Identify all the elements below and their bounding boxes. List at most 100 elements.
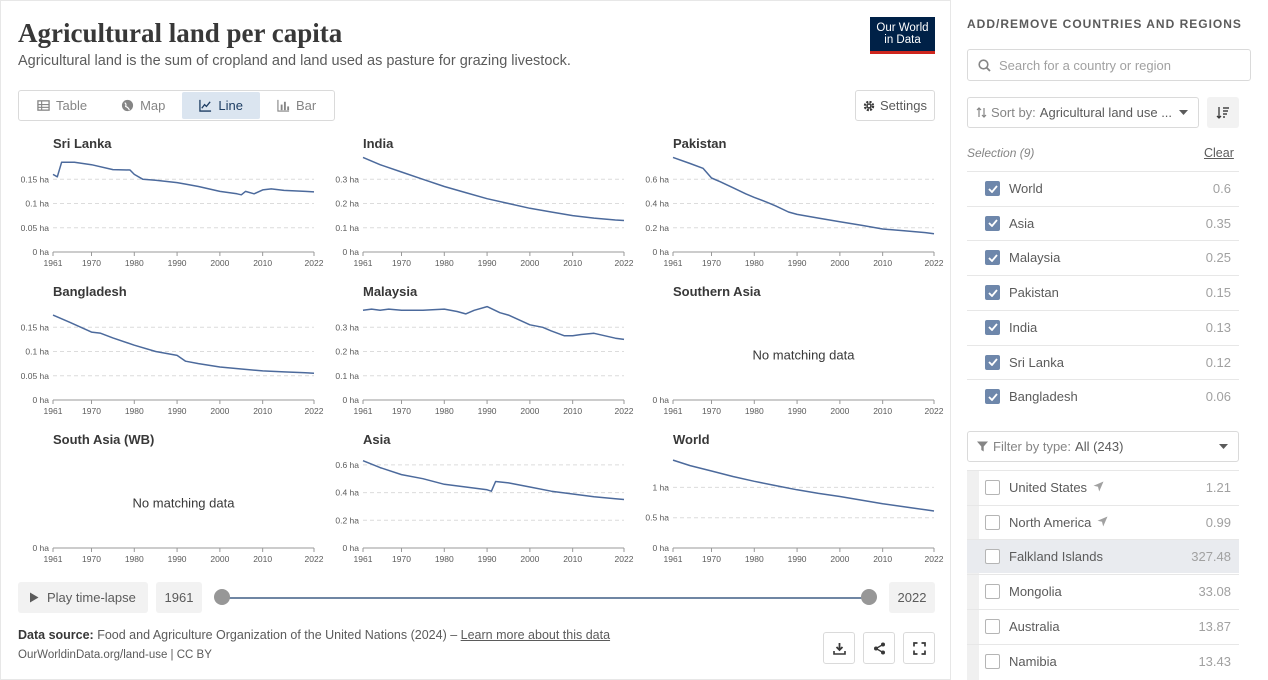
checkbox[interactable] (985, 354, 1000, 370)
selected-item[interactable]: Bangladesh 0.06 (967, 379, 1239, 413)
checkbox[interactable] (985, 285, 1000, 301)
x-tick-label: 1970 (392, 554, 411, 564)
timeline-end-handle[interactable] (861, 589, 877, 605)
search-input[interactable] (999, 57, 1239, 73)
download-button[interactable] (823, 632, 855, 664)
y-tick-label: 0.05 ha (21, 223, 50, 233)
item-name-text: Bangladesh (1009, 389, 1078, 405)
selected-item[interactable]: Asia 0.35 (967, 205, 1239, 240)
x-tick-label: 2000 (520, 406, 539, 416)
x-tick-label: 2022 (305, 258, 324, 268)
checkbox[interactable] (985, 389, 1000, 405)
x-tick-label: 2010 (253, 554, 272, 564)
play-label: Play time-lapse (47, 590, 136, 605)
x-tick-label: 1961 (354, 406, 373, 416)
x-tick-label: 2000 (520, 554, 539, 564)
x-tick-label: 2010 (873, 554, 892, 564)
selection-count: Selection (9) (967, 146, 1035, 160)
x-tick-label: 1990 (788, 406, 807, 416)
timeline-start-handle[interactable] (214, 589, 230, 605)
fullscreen-icon (912, 641, 926, 655)
tab-line-label: Line (218, 98, 243, 113)
series-line (672, 459, 935, 512)
end-year-box[interactable]: 2022 (889, 582, 935, 613)
available-item[interactable]: Australia 13.87 (967, 608, 1239, 643)
x-tick-label: 1980 (745, 406, 764, 416)
y-tick-label: 0 ha (342, 395, 359, 405)
x-tick-label: 1980 (435, 258, 454, 268)
selected-item[interactable]: Pakistan 0.15 (967, 275, 1239, 309)
selected-item[interactable]: India 0.13 (967, 309, 1239, 344)
tab-line[interactable]: Line (182, 92, 260, 119)
y-tick-label: 0 ha (342, 543, 359, 553)
sort-direction-button[interactable] (1207, 97, 1239, 128)
series-line (362, 305, 625, 341)
owid-logo[interactable]: Our World in Data (870, 17, 935, 54)
tab-table[interactable]: Table (20, 92, 104, 119)
checkbox[interactable] (985, 181, 1000, 196)
search-box[interactable] (967, 49, 1251, 81)
fullscreen-button[interactable] (903, 632, 935, 664)
item-name: Pakistan (1009, 285, 1206, 300)
check-icon (987, 219, 998, 228)
checkbox[interactable] (985, 549, 1000, 565)
checkbox[interactable] (985, 250, 1000, 266)
item-value: 33.08 (1198, 584, 1231, 600)
x-tick-label: 1961 (44, 258, 63, 268)
sort-descending-icon (1216, 107, 1229, 119)
available-item[interactable]: United States 1.21 (967, 470, 1239, 504)
url-license[interactable]: OurWorldinData.org/land-use | CC BY (18, 649, 212, 661)
selected-item[interactable]: Sri Lanka 0.12 (967, 344, 1239, 379)
x-tick-label: 1970 (702, 406, 721, 416)
checkbox[interactable] (985, 215, 1000, 231)
y-tick-label: 0 ha (652, 543, 669, 553)
series-line (362, 460, 625, 501)
clear-button[interactable]: Clear (1204, 146, 1234, 160)
available-item[interactable]: North America 0.99 (967, 504, 1239, 539)
x-tick-label: 2022 (925, 406, 944, 416)
chart-title: Asia (363, 432, 391, 447)
timeline-track[interactable] (222, 597, 869, 599)
no-data-message: No matching data (133, 496, 236, 511)
page-subtitle: Agricultural land is the sum of cropland… (18, 53, 571, 69)
check-icon (987, 393, 998, 401)
tab-map[interactable]: Map (104, 92, 182, 119)
filter-dropdown[interactable]: Filter by type: All (243) (967, 431, 1239, 462)
checkbox[interactable] (985, 584, 1000, 600)
x-tick-label: 1961 (354, 554, 373, 564)
tab-table-label: Table (56, 98, 88, 113)
logo-line-2: in Data (884, 34, 921, 46)
chart-0: Sri Lanka 0 ha 0.05 ha 0.1 ha 0.15 ha 1961 197… (21, 136, 324, 268)
checkbox[interactable] (985, 653, 1000, 669)
y-tick-label: 0.6 ha (335, 460, 359, 470)
checkbox[interactable] (985, 480, 1000, 495)
item-value: 0.06 (1205, 389, 1231, 405)
x-tick-label: 1970 (392, 258, 411, 268)
available-item[interactable]: Namibia 13.43 (967, 643, 1239, 678)
settings-label: Settings (880, 98, 927, 113)
play-timelapse-button[interactable]: Play time-lapse (18, 582, 148, 613)
item-name-text: India (1009, 319, 1038, 335)
selected-item[interactable]: World 0.6 (967, 171, 1239, 205)
share-button[interactable] (863, 632, 895, 664)
checkbox[interactable] (985, 514, 1000, 530)
item-name-text: Mongolia (1009, 584, 1062, 600)
available-item[interactable]: Mongolia 33.08 (967, 574, 1239, 608)
y-tick-label: 0 ha (342, 247, 359, 257)
y-tick-label: 0.1 ha (335, 371, 359, 381)
checkbox[interactable] (985, 618, 1000, 634)
globe-icon (122, 99, 134, 112)
settings-button[interactable]: Settings (855, 90, 935, 121)
chart-7: Asia 0 ha 0.2 ha 0.4 ha 0.6 ha 1961 1970 1980 19… (335, 432, 633, 564)
tab-bar-label: Bar (295, 98, 317, 113)
sort-dropdown[interactable]: Sort by: Agricultural land use ... (967, 97, 1199, 128)
tab-bar[interactable]: Bar (260, 92, 333, 119)
start-year-box[interactable]: 1961 (156, 582, 202, 613)
checkbox[interactable] (985, 319, 1000, 335)
learn-more-link[interactable]: Learn more about this data (460, 628, 611, 642)
available-item[interactable]: Falkland Islands 327.48 (967, 539, 1239, 574)
view-tabs: Table Map Line Bar (18, 90, 336, 121)
selected-item[interactable]: Malaysia 0.25 (967, 240, 1239, 274)
